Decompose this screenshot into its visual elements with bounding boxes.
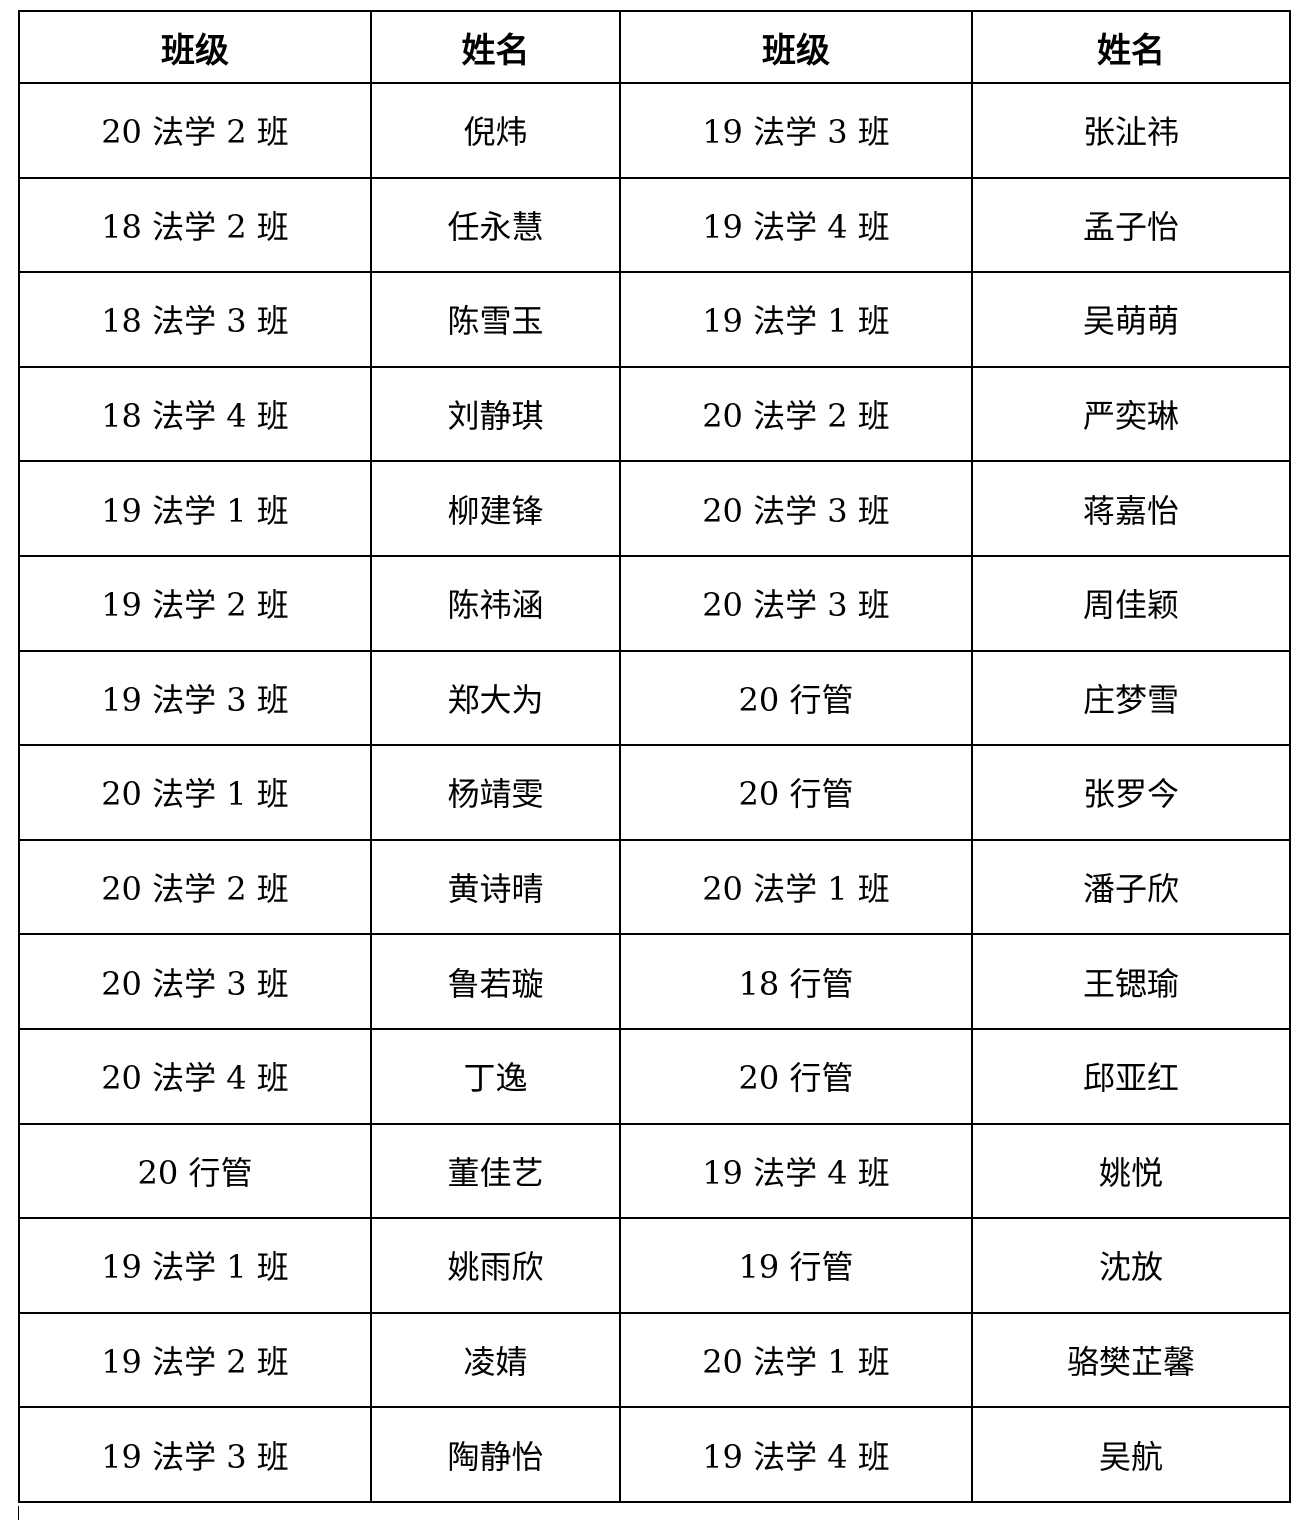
cell-class: 19 法学 2 班 xyxy=(18,1311,372,1409)
table-row: 20 法学 1 班杨靖雯 20 行管 张罗今 xyxy=(18,744,1291,841)
cell-name: 周佳颖 xyxy=(971,554,1291,652)
cell-class: 20 行管 xyxy=(18,1122,372,1220)
cell-class: 19 法学 1 班 xyxy=(619,271,973,368)
cell-class: 19 行管 xyxy=(619,1217,973,1314)
header-class: 班级 xyxy=(18,10,372,84)
table-row: 20 法学 2 班黄诗晴 20 法学 1 班潘子欣 xyxy=(18,838,1291,936)
cell-name: 孟子怡 xyxy=(971,176,1291,274)
cell-class: 20 法学 2 班 xyxy=(18,838,372,936)
cell-class: 20 法学 3 班 xyxy=(619,554,973,652)
class-name-table: 班级 姓名 班级 姓名 20 法学 2 班倪炜 19 法学 3 班张沚祎 18 法学… xyxy=(18,10,1291,1503)
cell-name: 黄诗晴 xyxy=(370,838,621,936)
cell-class: 20 法学 4 班 xyxy=(18,1027,372,1125)
table-row: 18 法学 2 班任永慧 19 法学 4 班孟子怡 xyxy=(18,176,1291,274)
cell-class: 19 法学 4 班 xyxy=(619,1406,973,1503)
table-row: 20 行管 董佳艺 19 法学 4 班姚悦 xyxy=(18,1122,1291,1220)
cell-name: 张罗今 xyxy=(971,744,1291,841)
table-row: 18 法学 4 班刘静琪 20 法学 2 班严奕琳 xyxy=(18,365,1291,463)
cell-class: 20 法学 2 班 xyxy=(619,365,973,463)
cell-class: 19 法学 4 班 xyxy=(619,1122,973,1220)
cell-name: 陈雪玉 xyxy=(370,271,621,368)
table-row: 19 法学 3 班郑大为 20 行管 庄梦雪 xyxy=(18,649,1291,747)
cell-class: 19 法学 3 班 xyxy=(18,649,372,747)
cell-name: 柳建锋 xyxy=(370,460,621,557)
cell-name: 蒋嘉怡 xyxy=(971,460,1291,557)
cell-name: 王锶瑜 xyxy=(971,933,1291,1030)
table-row: 19 法学 3 班陶静怡 19 法学 4 班吴航 xyxy=(18,1406,1291,1503)
cell-class: 18 法学 3 班 xyxy=(18,271,372,368)
cell-class: 18 行管 xyxy=(619,933,973,1030)
cell-name: 吴萌萌 xyxy=(971,271,1291,368)
table-row: 20 法学 3 班鲁若璇 18 行管 王锶瑜 xyxy=(18,933,1291,1030)
cell-class: 20 行管 xyxy=(619,744,973,841)
cell-name: 张沚祎 xyxy=(971,82,1291,179)
cell-name: 鲁若璇 xyxy=(370,933,621,1030)
table-row: 19 法学 1 班柳建锋 20 法学 3 班蒋嘉怡 xyxy=(18,460,1291,557)
header-row: 班级 姓名 班级 姓名 xyxy=(18,10,1291,84)
header-class: 班级 xyxy=(619,10,973,84)
cell-name: 凌婧 xyxy=(370,1311,621,1409)
cell-name: 骆樊芷馨 xyxy=(971,1311,1291,1409)
table-row: 20 法学 2 班倪炜 19 法学 3 班张沚祎 xyxy=(18,82,1291,179)
cell-class: 20 行管 xyxy=(619,1027,973,1125)
cell-name: 庄梦雪 xyxy=(971,649,1291,747)
cell-name: 任永慧 xyxy=(370,176,621,274)
cell-name: 丁逸 xyxy=(370,1027,621,1125)
cell-class: 19 法学 1 班 xyxy=(18,1217,372,1314)
cell-name: 倪炜 xyxy=(370,82,621,179)
cell-class: 19 法学 3 班 xyxy=(18,1406,372,1503)
cell-class: 18 法学 4 班 xyxy=(18,365,372,463)
table-row: 20 法学 4 班丁逸 20 行管 邱亚红 xyxy=(18,1027,1291,1125)
cell-name: 陶静怡 xyxy=(370,1406,621,1503)
header-name: 姓名 xyxy=(971,10,1291,84)
cell-class: 19 法学 1 班 xyxy=(18,460,372,557)
cell-name: 严奕琳 xyxy=(971,365,1291,463)
header-name: 姓名 xyxy=(370,10,621,84)
cell-name: 杨靖雯 xyxy=(370,744,621,841)
cell-class: 18 法学 2 班 xyxy=(18,176,372,274)
cell-name: 郑大为 xyxy=(370,649,621,747)
text-cursor xyxy=(18,1506,19,1520)
cell-name: 潘子欣 xyxy=(971,838,1291,936)
table-row: 18 法学 3 班陈雪玉 19 法学 1 班吴萌萌 xyxy=(18,271,1291,368)
cell-class: 19 法学 2 班 xyxy=(18,554,372,652)
cell-class: 20 法学 2 班 xyxy=(18,82,372,179)
cell-name: 刘静琪 xyxy=(370,365,621,463)
cell-class: 20 法学 3 班 xyxy=(619,460,973,557)
cell-class: 20 法学 1 班 xyxy=(18,744,372,841)
cell-class: 20 法学 3 班 xyxy=(18,933,372,1030)
cell-name: 姚雨欣 xyxy=(370,1217,621,1314)
table-row: 19 法学 2 班陈祎涵 20 法学 3 班周佳颖 xyxy=(18,554,1291,652)
cell-name: 董佳艺 xyxy=(370,1122,621,1220)
cell-name: 吴航 xyxy=(971,1406,1291,1503)
cell-class: 20 行管 xyxy=(619,649,973,747)
cell-name: 陈祎涵 xyxy=(370,554,621,652)
cell-class: 19 法学 4 班 xyxy=(619,176,973,274)
cell-name: 姚悦 xyxy=(971,1122,1291,1220)
table-row: 19 法学 2 班凌婧 20 法学 1 班骆樊芷馨 xyxy=(18,1311,1291,1409)
cell-name: 邱亚红 xyxy=(971,1027,1291,1125)
table-row: 19 法学 1 班姚雨欣 19 行管 沈放 xyxy=(18,1217,1291,1314)
cell-class: 20 法学 1 班 xyxy=(619,1311,973,1409)
cell-name: 沈放 xyxy=(971,1217,1291,1314)
cell-class: 20 法学 1 班 xyxy=(619,838,973,936)
cell-class: 19 法学 3 班 xyxy=(619,82,973,179)
